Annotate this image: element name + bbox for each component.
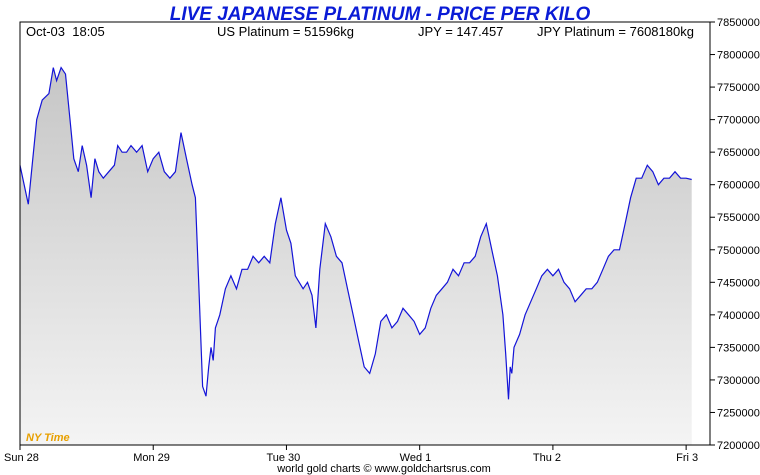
jpy-platinum-label: JPY Platinum = 7608180kg <box>537 24 694 39</box>
price-area <box>20 67 692 445</box>
ny-time-label: NY Time <box>26 432 70 444</box>
y-tick-label: 7650000 <box>717 147 760 159</box>
y-tick-label: 7300000 <box>717 375 760 387</box>
x-tick-label: Fri 3 <box>676 452 698 464</box>
chart-title: LIVE JAPANESE PLATINUM - PRICE PER KILO <box>170 4 591 25</box>
x-tick-label: Mon 29 <box>133 452 170 464</box>
x-tick-label: Thu 2 <box>533 452 561 464</box>
x-tick-label: Tue 30 <box>266 452 300 464</box>
y-tick-label: 7450000 <box>717 277 760 289</box>
y-tick-label: 7400000 <box>717 310 760 322</box>
y-tick-label: 7200000 <box>717 440 760 452</box>
y-tick-label: 7850000 <box>717 17 760 29</box>
x-tick-label: Wed 1 <box>400 452 432 464</box>
y-tick-label: 7600000 <box>717 180 760 192</box>
footer-credit: world gold charts © www.goldchartsrus.co… <box>276 463 491 475</box>
y-tick-label: 7350000 <box>717 342 760 354</box>
y-tick-label: 7750000 <box>717 82 760 94</box>
x-tick-label: Sun 28 <box>4 452 39 464</box>
y-tick-label: 7700000 <box>717 115 760 127</box>
y-tick-label: 7250000 <box>717 407 760 419</box>
jpy-rate-label: JPY = 147.457 <box>418 24 503 39</box>
datetime-label: Oct-03 18:05 <box>26 24 105 39</box>
y-tick-label: 7500000 <box>717 245 760 257</box>
y-axis: 7200000 7250000 7300000 7350000 7400000 74500… <box>710 17 760 452</box>
price-line <box>19 66 692 400</box>
y-tick-label: 7550000 <box>717 212 760 224</box>
x-axis: Sun 28 Mon 29 Tue 30 Wed 1 Thu 2 Fri 3 <box>4 445 698 464</box>
us-platinum-label: US Platinum = 51596kg <box>217 24 354 39</box>
y-tick-label: 7800000 <box>717 50 760 62</box>
